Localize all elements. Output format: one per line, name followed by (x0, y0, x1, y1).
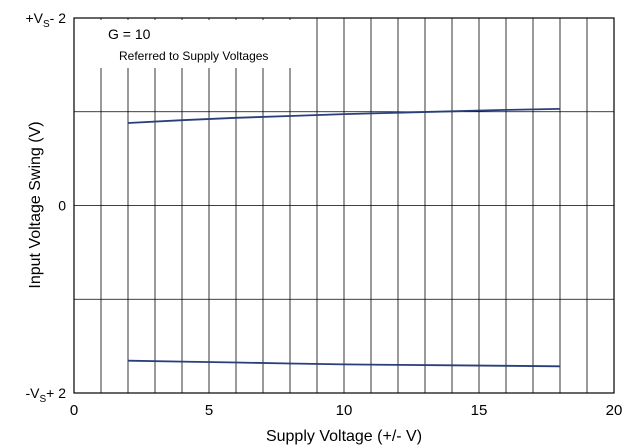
y-tick-label: +VS- 2 (25, 10, 66, 30)
series-line-2 (127, 359, 561, 368)
x-tick-label: 15 (471, 402, 488, 419)
x-tick-label: 10 (336, 402, 353, 419)
plot-frame (73, 17, 615, 394)
annotation-box (100, 20, 315, 68)
x-tick-labels: 0 5 10 15 20 (70, 402, 623, 419)
x-tick-label: 5 (205, 402, 213, 419)
series-line-1 (127, 108, 561, 124)
y-tick-label: 0 (58, 198, 66, 214)
y-tick-label: -VS+ 2 (25, 385, 66, 405)
series-group (127, 108, 561, 368)
x-axis-title: Supply Voltage (+/- V) (266, 428, 422, 445)
x-tick-label: 20 (606, 402, 623, 419)
y-tick-labels: +VS- 2 0 -VS+ 2 (25, 10, 66, 405)
x-tick-label: 0 (70, 402, 78, 419)
y-axis-title: Input Voltage Swing (V) (27, 121, 44, 288)
annotation-gain: G = 10 (108, 26, 151, 42)
annotation-reference: Referred to Supply Voltages (119, 49, 268, 63)
grid-lines (74, 18, 614, 393)
